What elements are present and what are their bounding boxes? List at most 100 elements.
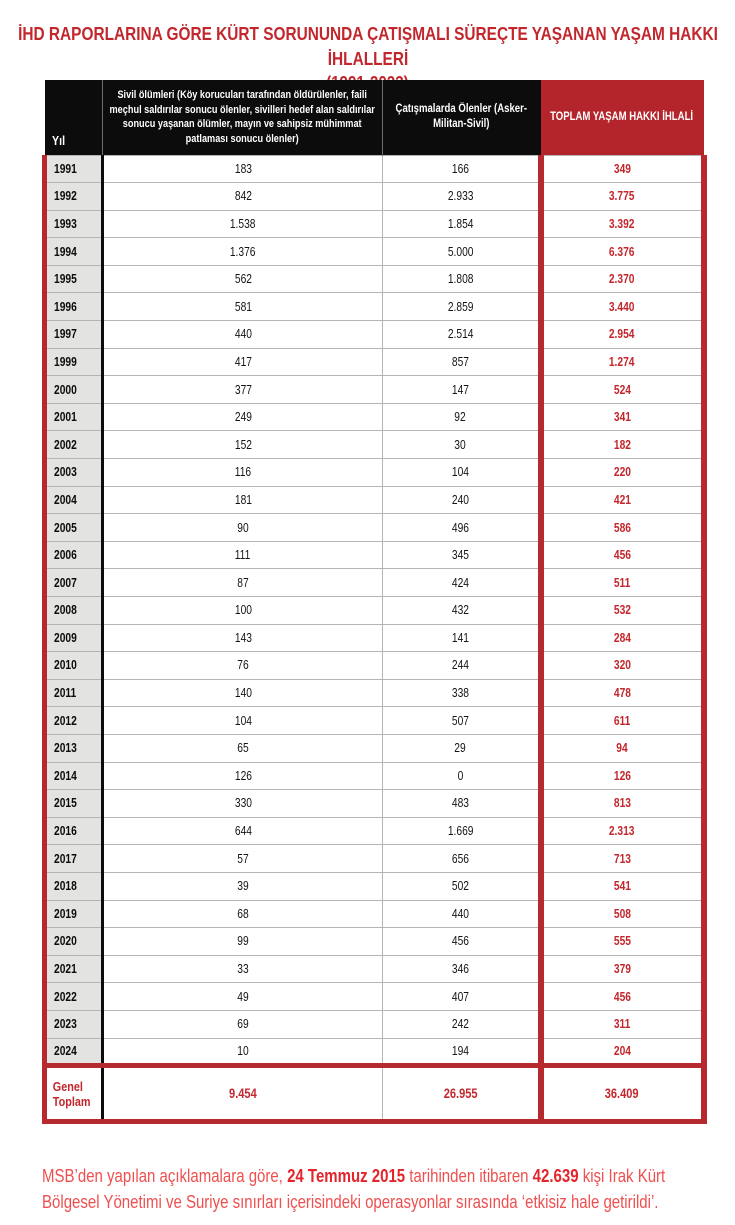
year-cell: 2007	[42, 568, 104, 597]
table-row: 2020 99 456 555	[42, 927, 707, 956]
table-row: 2012 104 507 611	[42, 706, 707, 735]
year-cell: 2017	[42, 844, 104, 873]
year-cell: 2024	[42, 1037, 104, 1066]
year-cell: 2022	[42, 982, 104, 1011]
total-violations-cell: 3.392	[537, 209, 707, 238]
total-violations-cell: 349	[537, 154, 707, 183]
table-row: 2023 69 242 311	[42, 1009, 707, 1038]
year-cell: 2013	[42, 733, 104, 763]
conflict-deaths-cell: 240	[382, 485, 541, 514]
table-row: 2017 57 656 713	[42, 844, 707, 873]
conflict-deaths-cell: 440	[382, 899, 541, 928]
total-violations-cell: 220	[537, 458, 707, 487]
header-row: Yıl Sivil ölümleri (Köy korucuları taraf…	[44, 80, 704, 155]
conflict-deaths-cell: 407	[382, 982, 541, 1011]
civilian-deaths-cell: 143	[102, 623, 383, 652]
total-violations-cell: 3.440	[537, 292, 707, 321]
footnote-text: MSB’den yapılan açıklamalara göre,	[42, 1166, 288, 1186]
year-cell: 2011	[42, 678, 104, 707]
conflict-deaths-cell: 30	[382, 430, 541, 459]
total-violations-cell: 813	[537, 789, 707, 818]
civilian-deaths-cell: 1.376	[102, 237, 383, 266]
civilian-deaths-cell: 1.538	[102, 209, 383, 238]
conflict-deaths-cell: 29	[382, 733, 541, 763]
year-cell: 2003	[42, 458, 104, 487]
total-violations-cell: 2.313	[537, 816, 707, 845]
year-cell: 2014	[42, 761, 104, 790]
total-violations-cell: 555	[537, 927, 707, 956]
conflict-deaths-cell: 496	[382, 513, 541, 542]
page-title-line1: İHD RAPORLARINA GÖRE KÜRT SORUNUNDA ÇATI…	[17, 23, 718, 69]
total-violations-cell: 511	[537, 568, 707, 597]
civilian-deaths-cell: 440	[102, 320, 383, 349]
year-cell: 2001	[42, 402, 104, 431]
total-violations-cell: 284	[537, 623, 707, 652]
civilian-deaths-cell: 65	[102, 733, 383, 763]
total-violations-cell: 456	[537, 982, 707, 1011]
civilian-deaths-cell: 90	[102, 513, 383, 542]
conflict-deaths-cell: 194	[382, 1037, 541, 1066]
civilian-deaths-cell: 249	[102, 402, 383, 431]
table-row: 2004 181 240 421	[42, 485, 707, 514]
grand-total-conflict-deaths: 26.955	[382, 1063, 541, 1125]
table-row: 2010 76 244 320	[42, 651, 707, 680]
conflict-deaths-cell: 483	[382, 789, 541, 818]
conflict-deaths-cell: 141	[382, 623, 541, 652]
total-violations-cell: 6.376	[537, 237, 707, 266]
conflict-deaths-cell: 857	[382, 347, 541, 376]
table-row: 2009 143 141 284	[42, 623, 707, 652]
civilian-deaths-cell: 76	[102, 651, 383, 680]
conflict-deaths-cell: 338	[382, 678, 541, 707]
year-cell: 1996	[42, 292, 104, 321]
year-cell: 1992	[42, 182, 104, 211]
conflict-deaths-cell: 166	[382, 154, 541, 183]
table-row: 2005 90 496 586	[42, 513, 707, 542]
year-cell: 1991	[42, 154, 104, 183]
year-cell: 1999	[42, 347, 104, 376]
table-footer: Genel Toplam 9.454 26.955 36.409	[42, 1063, 707, 1125]
year-cell: 2009	[42, 623, 104, 652]
grand-total-violations: 36.409	[537, 1063, 707, 1125]
grand-total-civilian-deaths: 9.454	[102, 1063, 383, 1125]
violations-table: Yıl Sivil ölümleri (Köy korucuları taraf…	[42, 80, 707, 1125]
civilian-deaths-cell: 99	[102, 927, 383, 956]
table-body: 1991 183 166 349 1992 842 2.933 3.775 1993 1.538 1…	[42, 154, 707, 1066]
year-cell: 2006	[42, 540, 104, 569]
total-violations-cell: 611	[537, 706, 707, 735]
conflict-deaths-cell: 2.933	[382, 182, 541, 211]
year-cell: 1994	[42, 237, 104, 266]
table-header: Yıl Sivil ölümleri (Köy korucuları taraf…	[44, 80, 704, 155]
total-violations-cell: 126	[537, 761, 707, 790]
civilian-deaths-cell: 104	[102, 706, 383, 735]
table-row: 2007 87 424 511	[42, 568, 707, 597]
conflict-deaths-cell: 104	[382, 458, 541, 487]
civilian-deaths-cell: 330	[102, 789, 383, 818]
table-row: 2002 152 30 182	[42, 430, 707, 459]
year-cell: 2020	[42, 927, 104, 956]
total-violations-cell: 2.954	[537, 320, 707, 349]
total-violations-cell: 508	[537, 899, 707, 928]
civilian-deaths-cell: 417	[102, 347, 383, 376]
year-cell: 2015	[42, 789, 104, 818]
total-violations-cell: 478	[537, 678, 707, 707]
conflict-deaths-cell: 345	[382, 540, 541, 569]
table-row: 2000 377 147 524	[42, 375, 707, 404]
conflict-deaths-cell: 1.854	[382, 209, 541, 238]
table-row: 2003 116 104 220	[42, 458, 707, 487]
table-row: 2016 644 1.669 2.313	[42, 816, 707, 845]
table-row: 1993 1.538 1.854 3.392	[42, 209, 707, 238]
year-cell: 2023	[42, 1009, 104, 1038]
column-header-total-violations: TOPLAM YAŞAM HAKKI İHLALİ	[540, 80, 704, 155]
total-violations-cell: 3.775	[537, 182, 707, 211]
table-row: 2022 49 407 456	[42, 982, 707, 1011]
conflict-deaths-cell: 0	[382, 761, 541, 790]
total-violations-cell: 541	[537, 871, 707, 901]
total-violations-cell: 586	[537, 513, 707, 542]
year-cell: 2021	[42, 954, 104, 983]
civilian-deaths-cell: 49	[102, 982, 383, 1011]
civilian-deaths-cell: 562	[102, 264, 383, 293]
column-header-conflict-deaths: Çatışmalarda Ölenler (Asker-Militan-Sivi…	[382, 80, 541, 155]
table-row: 2019 68 440 508	[42, 899, 707, 928]
year-cell: 1995	[42, 264, 104, 293]
